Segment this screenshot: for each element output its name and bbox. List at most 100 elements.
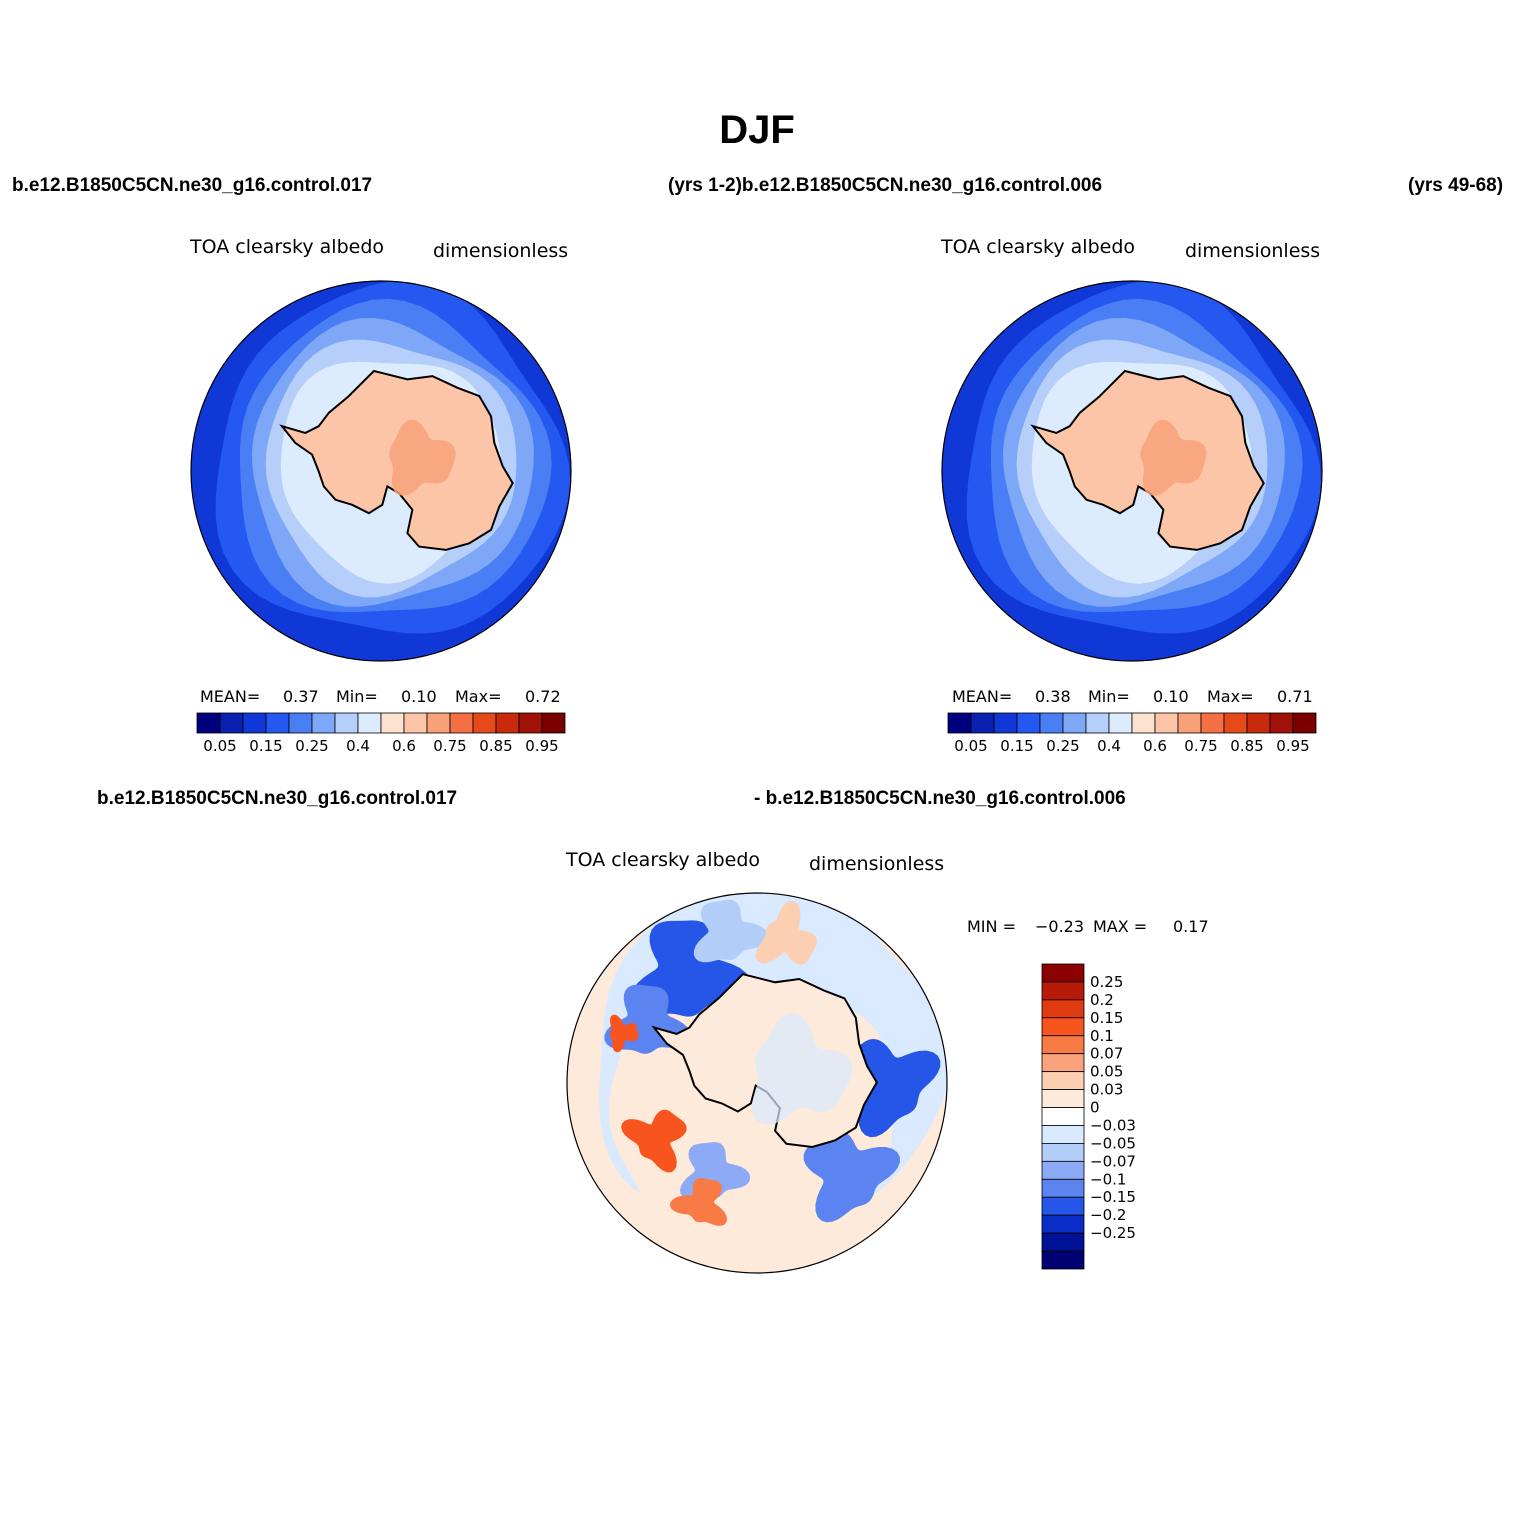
positive-anomaly-patch [621, 1109, 687, 1173]
colorbar-tick-label: 0.85 [1230, 737, 1263, 755]
colorbar-box [449, 712, 474, 734]
colorbar-box [970, 712, 995, 734]
panel1-min-label: Min= [336, 687, 378, 706]
colorbar-box [1177, 712, 1202, 734]
colorbar-tick-label: −0.25 [1090, 1224, 1136, 1242]
panel1-variable-label: TOA clearsky albedo [190, 236, 384, 258]
colorbar-box [1041, 1035, 1085, 1055]
panel1-min-value: 0.10 [401, 687, 437, 706]
colorbar-tick-label: 0.4 [346, 737, 370, 755]
panel2-min-label: Min= [1088, 687, 1130, 706]
case-label-row1-right: (yrs 49-68) [1408, 175, 1504, 196]
colorbar-box [1041, 1143, 1085, 1162]
colorbar-box [1041, 1214, 1085, 1234]
panel3-min-label: MIN = [967, 917, 1016, 936]
colorbar-tick-label: 0.05 [1090, 1063, 1123, 1081]
colorbar-box [1041, 1232, 1085, 1252]
panel3-variable-label: TOA clearsky albedo [566, 849, 760, 871]
colorbar-tick-label: 0.15 [249, 737, 282, 755]
colorbar-tick-label: −0.15 [1090, 1188, 1136, 1206]
colorbar-box [495, 712, 520, 734]
colorbar-box [334, 712, 359, 734]
panel2-units-label: dimensionless [1185, 240, 1321, 262]
positive-anomaly-patch [755, 900, 818, 965]
colorbar-box [242, 712, 267, 734]
figure-title: DJF [719, 108, 795, 152]
colorbar-tick-label: 0.25 [1090, 973, 1123, 991]
high-albedo-plateau [389, 419, 456, 496]
colorbar-box [1200, 712, 1225, 734]
panel2-mean-value: 0.38 [1035, 687, 1071, 706]
panel1-mean-label: MEAN= [200, 687, 261, 706]
colorbar-box [1108, 712, 1133, 734]
high-albedo-plateau [1140, 419, 1207, 496]
colorbar-tick-label: −0.1 [1090, 1170, 1126, 1188]
colorbar-box [1154, 712, 1179, 734]
colorbar-tick-label: 0.6 [392, 737, 416, 755]
colorbar-tick-label: 0.85 [479, 737, 512, 755]
colorbar-box [541, 712, 566, 734]
colorbar-box [1041, 1160, 1085, 1180]
colorbar-box [1062, 712, 1087, 734]
colorbar-tick-label: 0.07 [1090, 1045, 1123, 1063]
panel3-max-value: 0.17 [1173, 917, 1209, 936]
colorbar-box [426, 712, 451, 734]
colorbar-box [1041, 1017, 1085, 1037]
panel1-mean-value: 0.37 [283, 687, 319, 706]
colorbar-box [265, 712, 290, 734]
colorbar-box [1041, 1071, 1085, 1090]
colorbar-tick-label: 0.95 [1276, 737, 1309, 755]
colorbar-tick-label: 0.6 [1143, 737, 1167, 755]
case-label-row1-mid: (yrs 1-2)b.e12.B1850C5CN.ne30_g16.contro… [668, 175, 1103, 196]
colorbar-box [1292, 712, 1317, 734]
panel2-field [942, 281, 1322, 661]
panel2-variable-label: TOA clearsky albedo [941, 236, 1135, 258]
panel3-colorbar: 0.250.20.150.10.070.050.030−0.03−0.05−0.… [1041, 963, 1136, 1270]
colorbar-box [1131, 712, 1156, 734]
colorbar-box [288, 712, 313, 734]
colorbar-tick-label: 0.75 [1184, 737, 1217, 755]
panel2-min-value: 0.10 [1153, 687, 1189, 706]
colorbar-box [1041, 981, 1085, 1001]
colorbar-box [472, 712, 497, 734]
panel1-units-label: dimensionless [433, 240, 569, 262]
panel1-field [191, 281, 571, 661]
panel2-max-value: 0.71 [1277, 687, 1313, 706]
colorbar-box [1041, 999, 1085, 1019]
case-label-row1-left: b.e12.B1850C5CN.ne30_g16.control.017 [12, 175, 373, 196]
colorbar-box [196, 712, 221, 734]
colorbar-tick-label: 0.15 [1000, 737, 1033, 755]
colorbar-box [1016, 712, 1041, 734]
colorbar-tick-label: 0.95 [525, 737, 558, 755]
panel3-field [567, 893, 947, 1273]
panel3-min-value: −0.23 [1035, 917, 1085, 936]
colorbar-box [993, 712, 1018, 734]
interior-negative-patch [752, 1013, 853, 1125]
colorbar-tick-label: 0.1 [1090, 1027, 1114, 1045]
colorbar-tick-label: 0.05 [954, 737, 987, 755]
colorbar-tick-label: −0.03 [1090, 1116, 1136, 1134]
colorbar-tick-label: 0.4 [1097, 737, 1121, 755]
colorbar-box [1246, 712, 1271, 734]
negative-anomaly-patch [693, 899, 769, 963]
panel2-colorbar: 0.05 0.15 0.25 0.4 0.6 0.75 0.85 0.95 [947, 712, 1317, 755]
panel1-max-label: Max= [455, 687, 502, 706]
panel2-max-label: Max= [1207, 687, 1254, 706]
panel3-max-label: MAX = [1093, 917, 1148, 936]
colorbar-tick-label: 0.25 [1046, 737, 1079, 755]
colorbar-tick-label: 0.75 [433, 737, 466, 755]
colorbar-box [1041, 1107, 1085, 1126]
colorbar-box [311, 712, 336, 734]
colorbar-box [380, 712, 405, 734]
colorbar-box [518, 712, 543, 734]
colorbar-box [1039, 712, 1064, 734]
positive-anomaly-patch [609, 1014, 639, 1053]
colorbar-box [1041, 1125, 1085, 1144]
colorbar-tick-label: 0.05 [203, 737, 236, 755]
case-label-row2-right: - b.e12.B1850C5CN.ne30_g16.control.006 [754, 788, 1126, 809]
colorbar-box [403, 712, 428, 734]
colorbar-box [1223, 712, 1248, 734]
colorbar-box [1041, 1178, 1085, 1198]
panel1-colorbar: 0.05 0.15 0.25 0.4 0.6 0.75 0.85 0.95 [196, 712, 566, 755]
